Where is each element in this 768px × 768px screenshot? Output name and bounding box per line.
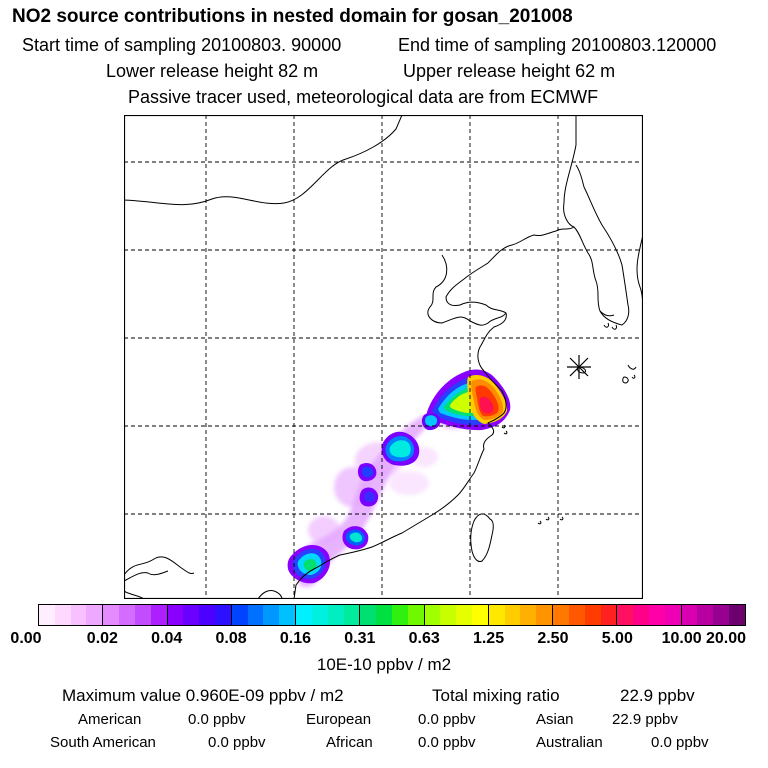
colorbar-band [231, 605, 297, 625]
colorbar-band [167, 605, 232, 625]
colorbar-swatch [600, 605, 617, 625]
colorbar-swatch [231, 605, 248, 625]
region-european-value: 0.0 ppbv [418, 711, 476, 728]
colorbar-band [103, 605, 168, 625]
colorbar-swatch [617, 605, 634, 625]
colorbar-tick-label: 0.16 [279, 630, 312, 647]
plume-field [287, 369, 511, 588]
colorbar-swatch [247, 605, 264, 625]
colorbar-swatch [729, 605, 745, 625]
colorbar-swatch [697, 605, 714, 625]
colorbar-swatch [70, 605, 87, 625]
colorbar-swatch [199, 605, 215, 625]
colorbar-swatch [279, 605, 296, 625]
colorbar-swatch [134, 605, 151, 625]
colorbar-swatch [343, 605, 360, 625]
colorbar-swatch [311, 605, 328, 625]
colorbar-swatch [713, 605, 730, 625]
colorbar-swatch [150, 605, 167, 625]
colorbar-tick-label: 5.00 [601, 630, 633, 647]
colorbar-swatch [376, 605, 392, 625]
region-south-american-label: South American [50, 734, 156, 751]
coastlines [124, 115, 643, 599]
colorbar-tick-label: 0.04 [151, 630, 183, 647]
colorbar-band [681, 605, 745, 625]
end-sampling-text: End time of sampling 20100803.120000 [398, 35, 717, 55]
colorbar-swatch [633, 605, 650, 625]
map-gridlines [124, 115, 643, 599]
region-american-label: American [78, 711, 142, 728]
upper-release-text: Upper release height 62 m [403, 61, 616, 81]
region-european-label: European [306, 711, 372, 728]
colorbar-swatch [664, 605, 681, 625]
colorbar-swatch [214, 605, 231, 625]
region-asian-label: Asian [536, 711, 574, 728]
colorbar-swatch [86, 605, 103, 625]
colorbar-swatch [167, 605, 184, 625]
region-asian-value: 22.9 ppbv [612, 711, 678, 728]
colorbar-swatch [360, 605, 377, 625]
colorbar-band [617, 605, 682, 625]
colorbar-band [488, 605, 554, 625]
colorbar-band [296, 605, 361, 625]
colorbar-swatch [183, 605, 200, 625]
colorbar-swatch [536, 605, 553, 625]
region-australian-value: 0.0 ppbv [651, 734, 709, 751]
colorbar-units: 10E-10 ppbv / m2 [316, 655, 452, 674]
colorbar [38, 604, 746, 626]
colorbar-tick-label: 1.25 [472, 630, 505, 647]
colorbar-swatch [263, 605, 280, 625]
colorbar-swatch [649, 605, 665, 625]
colorbar-tick-label: 0.08 [215, 630, 247, 647]
colorbar-tick-label: 20.00 [705, 630, 747, 647]
colorbar-swatch [553, 605, 569, 625]
start-sampling-text: Start time of sampling 20100803. 90000 [22, 35, 342, 55]
colorbar-swatch [472, 605, 488, 625]
total-mixing-value: 22.9 ppbv [620, 686, 695, 705]
colorbar-tick-label: 0.00 [10, 630, 42, 647]
colorbar-band [553, 605, 618, 625]
colorbar-swatch [440, 605, 457, 625]
colorbar-swatch [456, 605, 473, 625]
tracer-note: Passive tracer used, meteorological data… [128, 87, 599, 107]
colorbar-swatch [520, 605, 537, 625]
colorbar-band [39, 605, 104, 625]
map-background [124, 115, 643, 599]
colorbar-swatch [103, 605, 120, 625]
colorbar-swatch [296, 605, 312, 625]
colorbar-swatch [407, 605, 424, 625]
chart-title: NO2 source contributions in nested domai… [12, 6, 573, 27]
colorbar-band [360, 605, 425, 625]
map-panel [124, 115, 643, 599]
map-frame [124, 115, 643, 599]
colorbar-swatch [504, 605, 521, 625]
max-value-text: Maximum value 0.960E-09 ppbv / m2 [62, 686, 344, 705]
colorbar-swatch [119, 605, 135, 625]
colorbar-swatch [568, 605, 585, 625]
colorbar-tick-label: 0.02 [86, 630, 118, 647]
colorbar-swatch [39, 605, 55, 625]
region-australian-label: Australian [536, 734, 603, 751]
colorbar-swatch [327, 605, 344, 625]
colorbar-tick-label: 0.63 [408, 630, 440, 647]
colorbar-tick-label: 2.50 [537, 630, 569, 647]
colorbar-swatch [54, 605, 71, 625]
colorbar-swatch [681, 605, 698, 625]
colorbar-swatch [391, 605, 408, 625]
region-african-value: 0.0 ppbv [418, 734, 476, 751]
gosan-site-marker [567, 355, 591, 379]
region-african-label: African [326, 734, 373, 751]
colorbar-swatch [584, 605, 601, 625]
colorbar-swatch [488, 605, 505, 625]
colorbar-swatch [424, 605, 441, 625]
region-american-value: 0.0 ppbv [188, 711, 246, 728]
lower-release-text: Lower release height 82 m [106, 61, 319, 81]
colorbar-tick-label: 10.00 [661, 630, 702, 647]
colorbar-tick-label: 0.31 [344, 630, 376, 647]
total-mixing-label: Total mixing ratio [432, 686, 560, 705]
region-south-american-value: 0.0 ppbv [208, 734, 266, 751]
colorbar-band [424, 605, 489, 625]
